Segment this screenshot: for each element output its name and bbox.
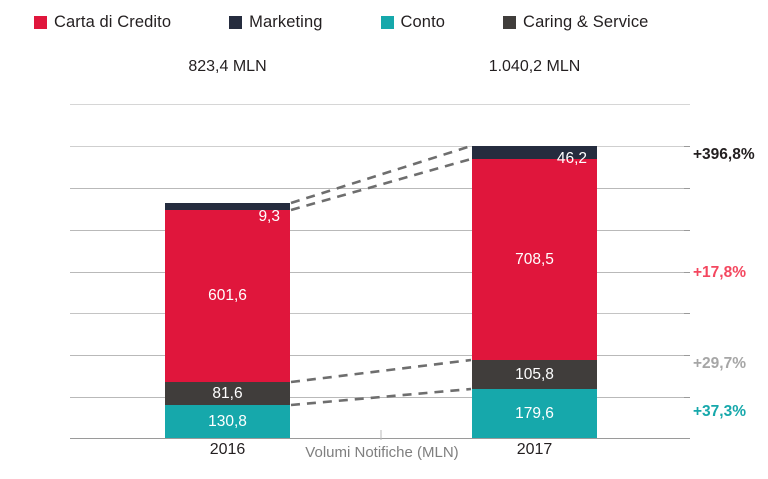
total-label-2016: 823,4 MLN — [188, 58, 267, 75]
growth-label-carta-di-credito: +17,8% — [693, 264, 747, 281]
totals-row: 823,4 MLN 1.040,2 MLN — [0, 58, 768, 88]
legend-label-caring-and-service: Caring & Service — [523, 12, 649, 31]
bar-value-2016-conto: 130,8 — [208, 412, 247, 430]
legend-item-caring-and-service: Caring & Service — [503, 13, 648, 32]
legend-label-conto: Conto — [400, 12, 446, 31]
connector-marketing-top — [290, 144, 472, 205]
x-axis-title: Volumi Notifiche (MLN) — [305, 444, 459, 461]
legend-item-marketing: Marketing — [229, 13, 322, 32]
legend-swatch-caring-and-service — [503, 15, 517, 29]
legend-swatch-conto — [380, 15, 394, 29]
growth-label-caring-and-service: +29,7% — [693, 355, 747, 372]
legend-label-marketing: Marketing — [249, 12, 323, 31]
bar-value-2016-caring-and-service: 81,6 — [212, 384, 243, 402]
bar-value-2016-carta-di-credito: 601,6 — [208, 287, 247, 305]
bar-value-2016-marketing: 9,3 — [258, 208, 280, 225]
connector-carta-top — [290, 157, 472, 212]
bar-segment-2016-carta-di-credito[interactable]: 601,6 — [165, 210, 290, 382]
x-axis-tick-2016: 2016 — [209, 441, 246, 458]
bar-value-2017-carta-di-credito: 708,5 — [515, 250, 554, 268]
x-axis-tick-2017: 2017 — [516, 441, 553, 458]
bar-segment-2017-caring-and-service[interactable]: 105,8 — [472, 360, 597, 389]
legend-item-conto: Conto — [380, 12, 446, 32]
segment-connectors — [290, 144, 472, 407]
bar-segment-2016-conto[interactable]: 130,8 — [165, 405, 290, 438]
growth-label-marketing: +396,8% — [693, 146, 755, 163]
bar-value-2017-marketing: 46,2 — [556, 150, 587, 167]
bar-segment-2017-conto[interactable]: 179,6 — [472, 389, 597, 438]
total-label-2017: 1.040,2 MLN — [488, 58, 581, 75]
bar-segment-2016-marketing[interactable] — [165, 203, 290, 210]
bar-value-2017-caring-and-service: 105,8 — [515, 365, 554, 383]
legend-item-carta-di-credito: Carta di Credito — [34, 13, 171, 32]
right-axis-ticks — [684, 146, 690, 398]
growth-label-conto: +37,3% — [693, 403, 747, 420]
connector-conto-top — [290, 387, 472, 407]
legend-swatch-carta-di-credito — [34, 15, 47, 29]
legend-label-carta-di-credito: Carta di Credito — [54, 12, 172, 31]
connector-caring-top — [290, 358, 472, 384]
bar-value-2017-conto: 179,6 — [515, 404, 554, 422]
legend-swatch-marketing — [229, 15, 243, 29]
bar-segment-2016-caring-and-service[interactable]: 81,6 — [165, 382, 290, 405]
chart-legend: Carta di Credito Marketing Conto Caring … — [0, 0, 768, 44]
bar-segment-2017-marketing[interactable] — [472, 146, 597, 159]
bar-segment-2017-carta-di-credito[interactable]: 708,5 — [472, 159, 597, 360]
gridlines — [70, 104, 690, 439]
